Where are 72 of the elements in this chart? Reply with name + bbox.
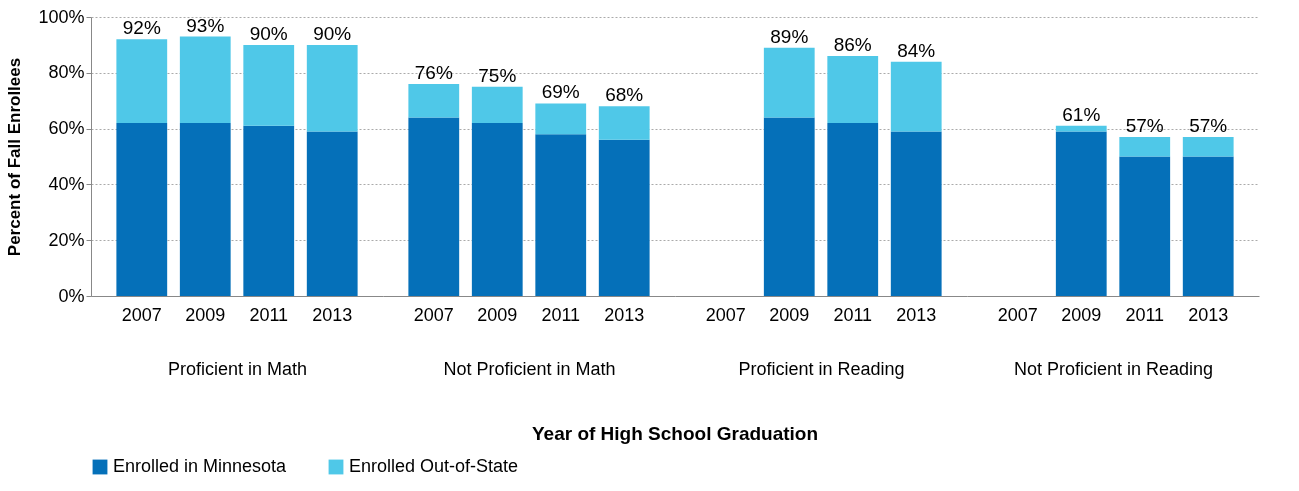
x-tick-label: 2009	[769, 304, 810, 325]
total-label: 57%	[1125, 114, 1164, 136]
x-tick-label: 2011	[833, 304, 873, 325]
bar	[471, 123, 523, 296]
bar	[1119, 136, 1171, 157]
bar	[243, 44, 295, 126]
y-tick-label: 20%	[48, 229, 85, 250]
bar	[408, 83, 460, 118]
x-tick-label: 2007	[413, 304, 454, 325]
y-tick-label: 100%	[38, 6, 85, 27]
total-label: 68%	[605, 84, 644, 106]
total-label: 92%	[122, 17, 161, 39]
bar	[535, 103, 587, 135]
bar	[890, 131, 942, 296]
bar	[1182, 156, 1234, 296]
total-label: 93%	[186, 14, 225, 36]
bar	[827, 56, 879, 124]
bar	[535, 134, 587, 296]
x-axis-title: Not Proficient in Reading	[1013, 358, 1214, 379]
y-axis-title: Percent of Fall Enrollees	[5, 57, 25, 257]
y-tick-label: 60%	[48, 118, 85, 139]
x-tick-label: 2013	[312, 304, 353, 325]
bar	[1182, 136, 1234, 157]
bar	[1055, 131, 1107, 296]
bar	[306, 44, 358, 132]
bar	[243, 125, 295, 296]
bar	[763, 47, 815, 118]
total-label: 90%	[249, 22, 288, 44]
x-tick-label: 2013	[896, 304, 937, 325]
text: Year of High School Graduation	[531, 423, 819, 444]
bar	[1055, 125, 1107, 132]
legend-label: Enrolled in Minnesota	[113, 456, 288, 476]
x-tick-label: 2007	[705, 304, 746, 325]
x-tick-label: 2009	[1061, 304, 1102, 325]
x-axis-title: Not Proficient in Math	[443, 358, 616, 379]
total-label: 69%	[541, 81, 580, 103]
total-label: 61%	[1062, 103, 1101, 125]
x-axis-title: Proficient in Reading	[738, 358, 905, 379]
x-tick-label: 2009	[477, 304, 518, 325]
total-label: 89%	[770, 25, 809, 47]
x-tick-label: 2013	[1188, 304, 1229, 325]
y-tick-label: 0%	[58, 285, 85, 306]
total-label: 76%	[414, 61, 453, 83]
bar	[1119, 156, 1171, 296]
total-label: 84%	[897, 39, 936, 61]
bar	[890, 61, 942, 132]
bar	[116, 123, 168, 296]
x-tick-label: 2011	[541, 304, 581, 325]
y-tick-label: 40%	[48, 173, 85, 194]
total-label: 86%	[833, 34, 872, 56]
x-tick-label: 2009	[185, 304, 226, 325]
bar	[471, 86, 523, 124]
x-tick-label: 2011	[1125, 304, 1165, 325]
bar	[116, 39, 168, 124]
total-label: 90%	[313, 22, 352, 44]
total-label: 57%	[1189, 114, 1228, 136]
legend-label: Enrolled Out-of-State	[349, 456, 519, 476]
bar	[827, 123, 879, 296]
bar	[179, 36, 231, 124]
total-label: 75%	[478, 64, 517, 86]
y-tick-label: 80%	[48, 62, 85, 83]
bar	[306, 131, 358, 296]
bar	[179, 123, 231, 296]
bar	[598, 106, 650, 140]
x-tick-label: 2007	[121, 304, 162, 325]
x-tick-label: 2011	[249, 304, 289, 325]
x-axis-title: Proficient in Math	[167, 358, 308, 379]
bar	[598, 139, 650, 296]
x-tick-label: 2013	[604, 304, 645, 325]
bar	[763, 117, 815, 296]
bar	[408, 117, 460, 296]
x-tick-label: 2007	[997, 304, 1038, 325]
